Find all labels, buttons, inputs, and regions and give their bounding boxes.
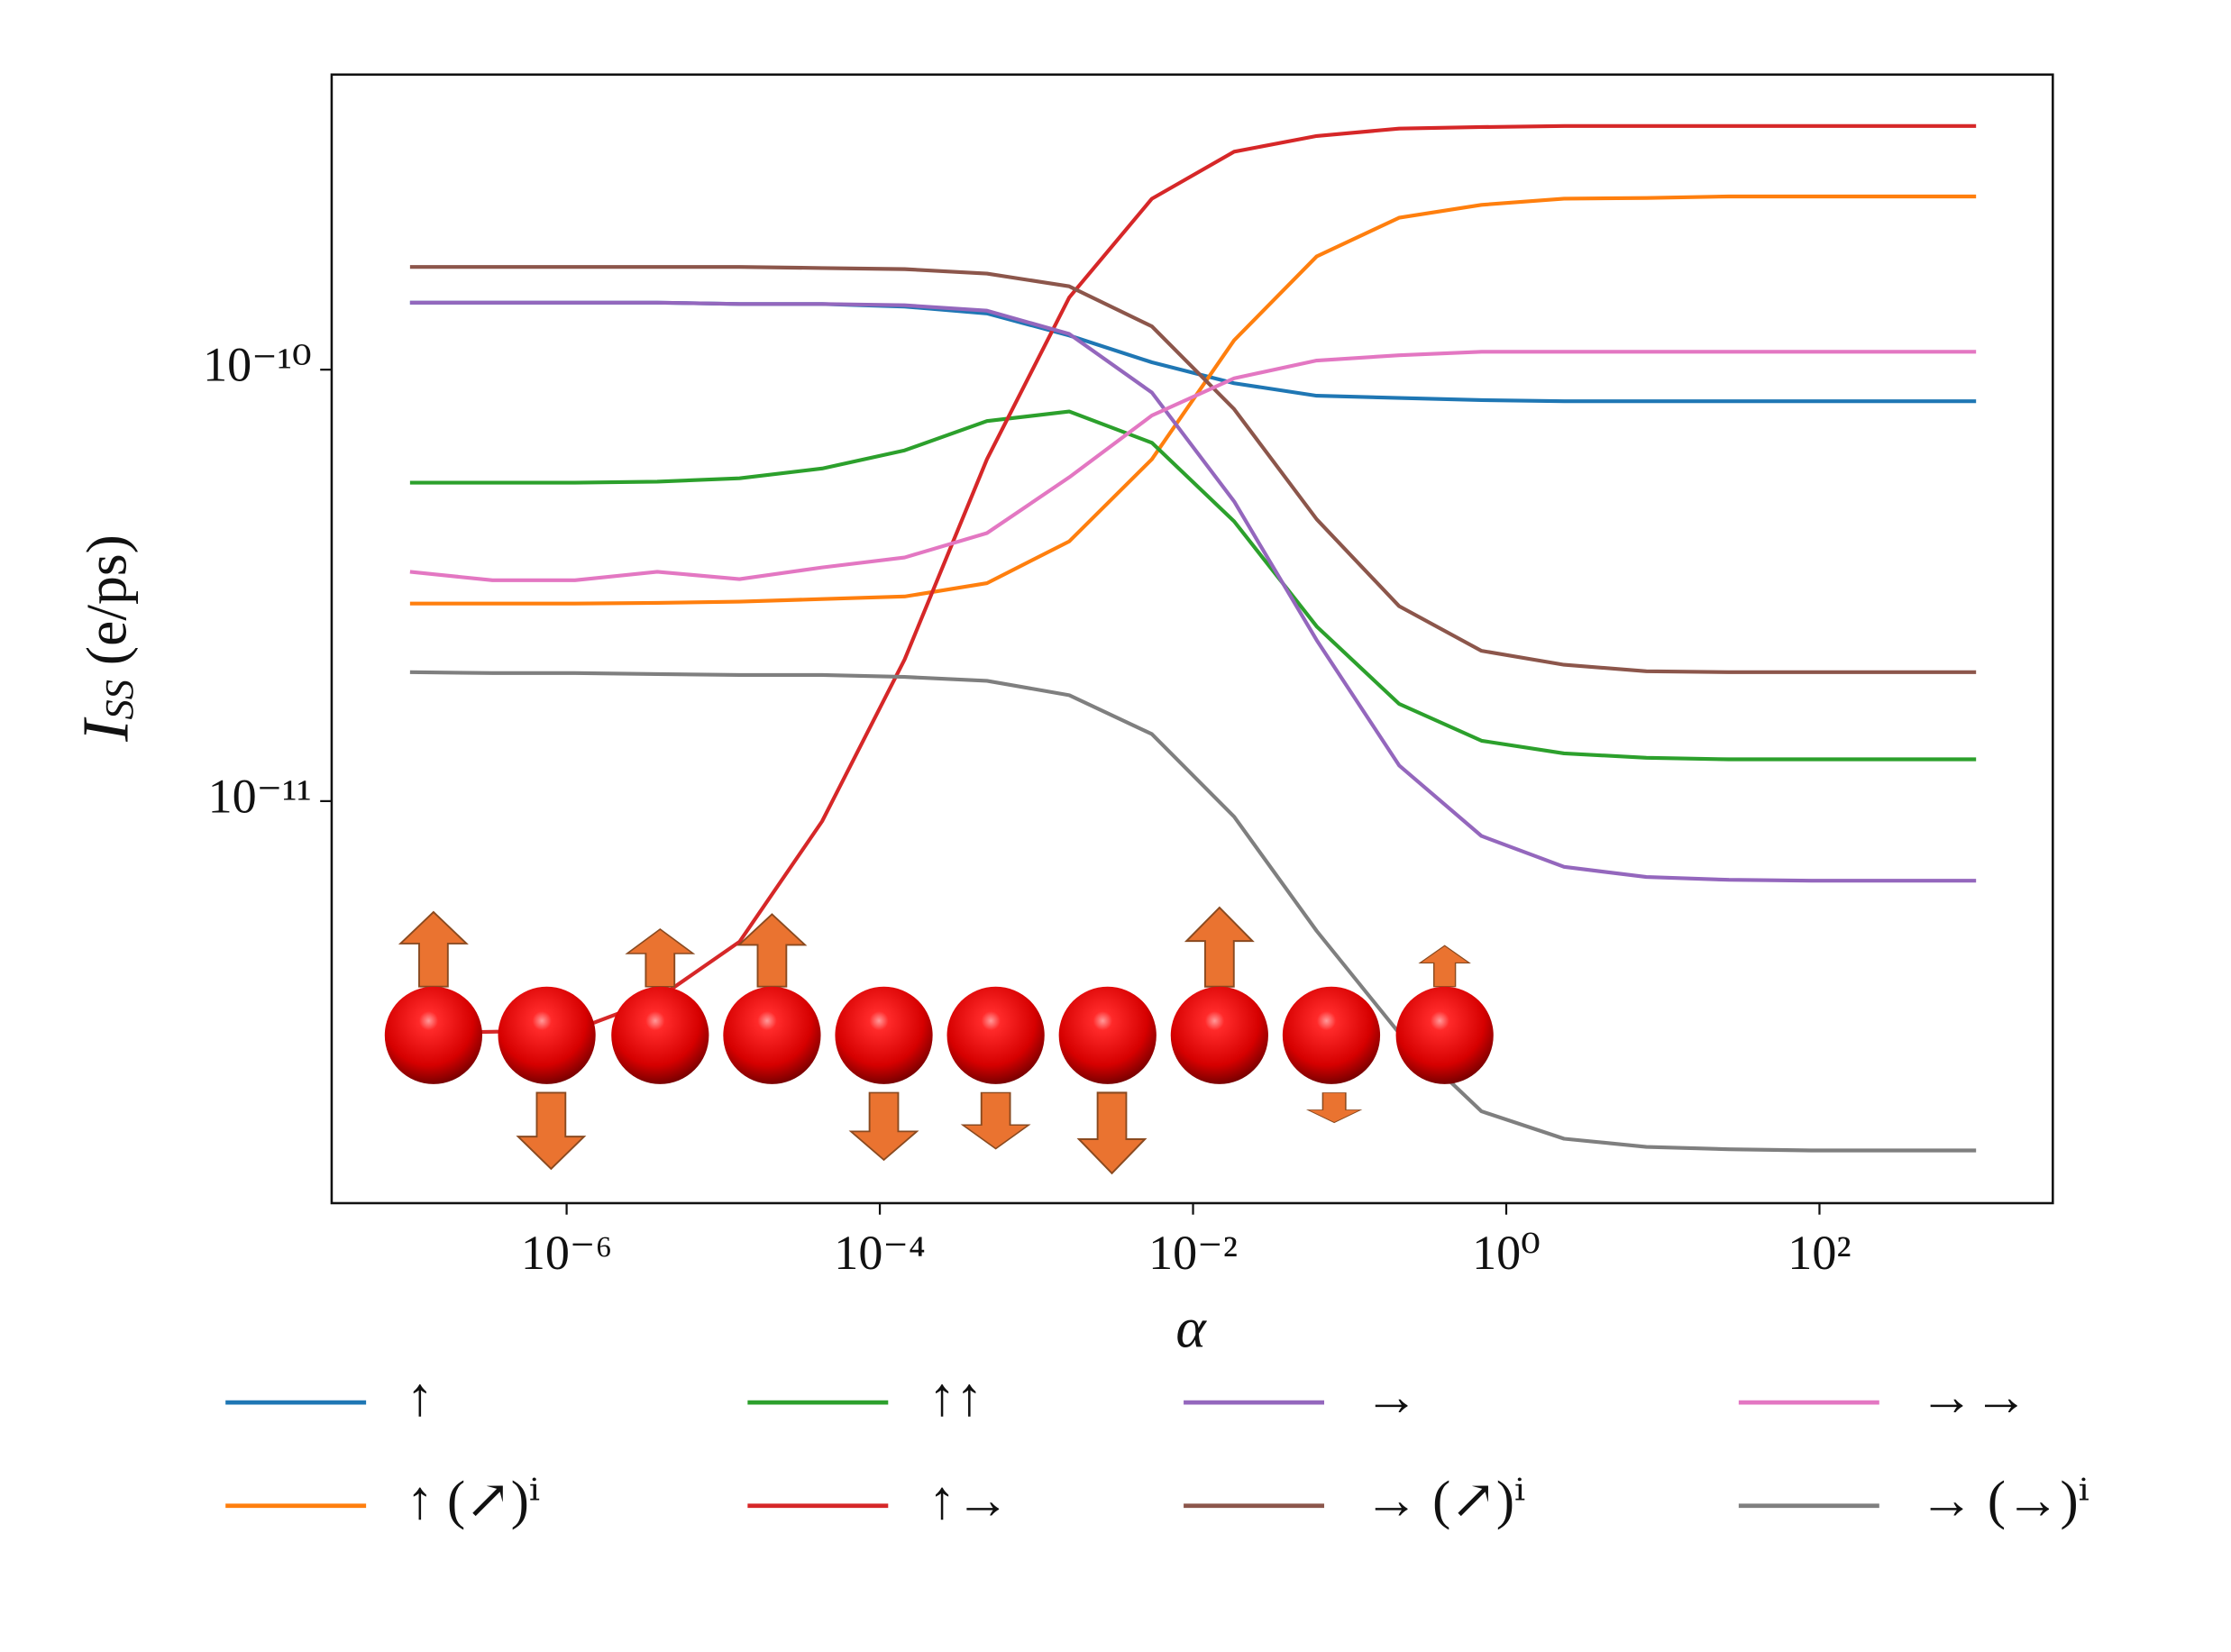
legend-label: → (↗)ⁱ [1365,1471,1526,1531]
legend-label: → (→)ⁱ [1919,1471,2089,1531]
series-line [409,265,1977,674]
x-axis-label: α [1175,1295,1207,1359]
y-tick-label: 10⁻¹¹ [208,769,312,823]
spin-chain-illustration [384,906,1494,1174]
legend-label: ↑ (↗)ⁱ [407,1471,540,1531]
series-line [409,194,1977,606]
legend-label: ↑ [407,1367,434,1428]
y-axis-label: ISS (e/ps) [69,534,142,743]
series-line [409,670,1977,1153]
x-tick-label: 10⁻² [1148,1226,1238,1280]
legend-label: ↑→ [928,1471,1010,1531]
series-line [409,300,1977,883]
x-tick-label: 10² [1788,1226,1851,1280]
x-tick-label: 10⁰ [1472,1226,1541,1280]
series-line [409,350,1977,582]
legend-label: ↑↑ [928,1367,983,1428]
y-tick-label: 10⁻¹⁰ [203,338,312,392]
x-tick-label: 10⁻⁴ [834,1226,925,1280]
legend-label: →→ [1919,1367,2028,1428]
legend-label: → [1365,1367,1419,1428]
series-line [409,409,1977,762]
x-tick-label: 10⁻⁶ [521,1226,612,1280]
